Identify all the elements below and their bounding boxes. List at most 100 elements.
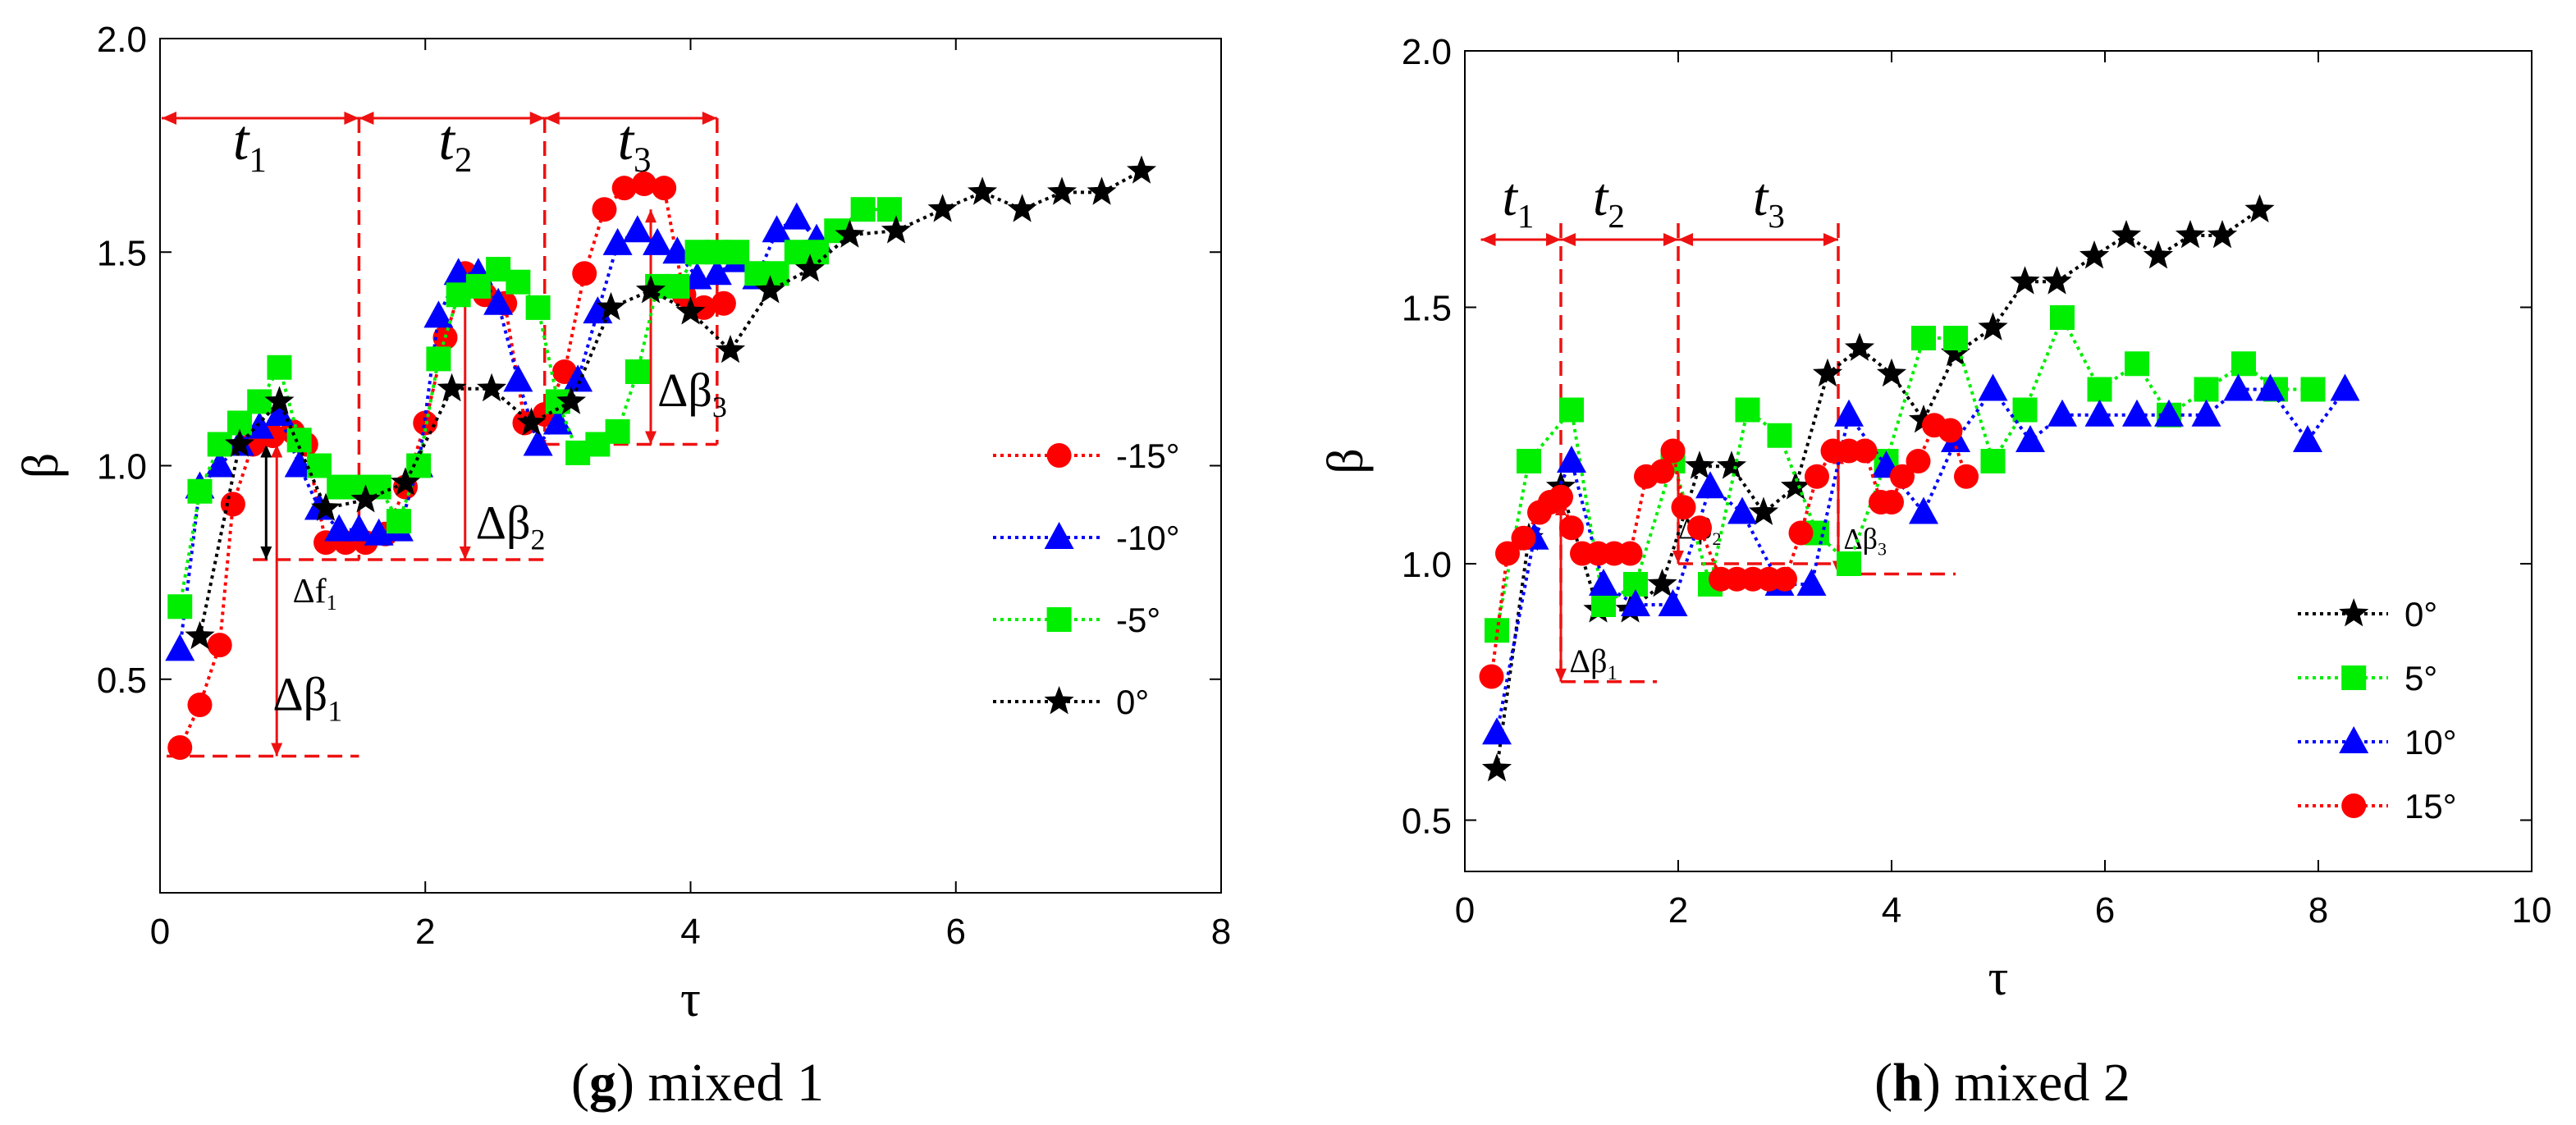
t2-label: t2 bbox=[1593, 167, 1625, 235]
series-line bbox=[198, 169, 1142, 638]
data-point bbox=[2207, 220, 2238, 249]
chart-mixed-2: 02468100.51.01.52.0τβt1t2t3Δβ1Δβ2Δβ30°5°… bbox=[1318, 32, 2551, 1006]
data-point bbox=[1482, 717, 1512, 745]
legend-marker bbox=[1044, 522, 1074, 549]
caption-h-letter: h bbox=[1892, 1053, 1923, 1113]
delta-beta-3-label: Δβ3 bbox=[657, 364, 727, 423]
arrow-head bbox=[359, 112, 374, 125]
data-point bbox=[927, 194, 958, 222]
data-point bbox=[187, 692, 213, 717]
data-point bbox=[1495, 541, 1520, 566]
data-point bbox=[503, 364, 533, 392]
data-point bbox=[1727, 496, 1757, 524]
data-point bbox=[2194, 377, 2219, 402]
data-point bbox=[1735, 397, 1760, 423]
series-4 bbox=[185, 155, 1157, 650]
data-point bbox=[1047, 176, 1078, 205]
legend: 0° 5° 10° 15° bbox=[2298, 595, 2457, 825]
y-axis-label: β bbox=[13, 453, 69, 479]
legend-marker bbox=[2339, 726, 2369, 753]
data-point bbox=[1938, 418, 1963, 443]
legend: -15° -10° -5° 0° bbox=[993, 437, 1180, 721]
data-point bbox=[968, 176, 998, 205]
data-point bbox=[2175, 220, 2206, 249]
data-point bbox=[556, 386, 587, 414]
data-point bbox=[635, 275, 666, 304]
legend-label: 10° bbox=[2404, 723, 2457, 761]
data-point bbox=[1517, 449, 1541, 473]
arrow-head bbox=[544, 112, 560, 125]
data-point bbox=[794, 254, 825, 282]
data-point bbox=[1684, 450, 1715, 479]
t3-label: t3 bbox=[1753, 167, 1785, 235]
data-point bbox=[426, 346, 451, 372]
data-point bbox=[542, 407, 573, 435]
y-tick-label: 1.5 bbox=[1402, 289, 1452, 329]
data-point bbox=[1621, 589, 1650, 616]
data-point bbox=[1980, 449, 2006, 473]
y-tick-label: 1.0 bbox=[97, 447, 147, 487]
data-point bbox=[711, 290, 736, 316]
y-axis-label: β bbox=[1318, 448, 1374, 474]
data-point bbox=[1549, 484, 1573, 510]
series-line bbox=[178, 181, 725, 748]
data-point bbox=[1909, 496, 1938, 524]
data-point bbox=[1589, 569, 1618, 596]
data-point bbox=[344, 514, 374, 542]
data-point bbox=[1660, 438, 1686, 464]
data-point bbox=[1617, 541, 1643, 566]
legend-marker bbox=[2341, 793, 2367, 818]
data-point bbox=[1087, 176, 1117, 205]
data-point bbox=[572, 261, 597, 286]
delta-beta-1-label: Δβ1 bbox=[1569, 643, 1617, 684]
data-point bbox=[1876, 358, 1907, 387]
x-tick-label: 0 bbox=[1455, 890, 1475, 931]
legend-marker bbox=[1046, 607, 1072, 632]
data-point bbox=[605, 418, 630, 444]
data-point bbox=[2223, 373, 2253, 401]
data-point bbox=[662, 236, 693, 264]
data-point bbox=[1748, 496, 1779, 525]
caption-h: (h) mixed 2 bbox=[1874, 1053, 2130, 1113]
arrow-head bbox=[645, 431, 657, 445]
plot-frame bbox=[1464, 50, 2533, 872]
data-point bbox=[324, 514, 355, 542]
x-axis-label: τ bbox=[1988, 950, 2009, 1006]
legend-label: 5° bbox=[2404, 659, 2437, 697]
data-point bbox=[665, 273, 690, 299]
data-point bbox=[602, 227, 633, 255]
data-point bbox=[725, 240, 750, 265]
data-point bbox=[1511, 525, 1536, 551]
y-tick-label: 0.5 bbox=[97, 661, 147, 701]
data-point bbox=[1911, 326, 1936, 350]
data-point bbox=[762, 215, 792, 243]
data-point bbox=[781, 202, 812, 230]
data-point bbox=[1479, 664, 1504, 689]
data-point bbox=[1943, 326, 1968, 350]
data-point bbox=[1559, 515, 1584, 541]
data-point bbox=[1852, 438, 1878, 464]
y-tick-label: 0.5 bbox=[1402, 802, 1452, 842]
arrow-head bbox=[1823, 233, 1838, 246]
data-point bbox=[675, 296, 706, 325]
data-point bbox=[1647, 569, 1677, 597]
data-point bbox=[2016, 425, 2045, 452]
data-point bbox=[643, 227, 673, 255]
t1-label: t1 bbox=[1503, 167, 1535, 235]
data-point bbox=[390, 467, 421, 496]
data-point bbox=[596, 291, 626, 321]
data-point bbox=[267, 354, 292, 380]
data-point bbox=[167, 594, 193, 620]
y-tick-label: 1.5 bbox=[97, 233, 147, 273]
x-tick-label: 8 bbox=[1211, 912, 1231, 952]
y-tick-label: 1.0 bbox=[1402, 545, 1452, 585]
legend-label: -10° bbox=[1116, 519, 1180, 557]
data-point bbox=[1007, 194, 1037, 222]
data-point bbox=[165, 633, 195, 661]
data-point bbox=[2244, 194, 2275, 223]
data-point bbox=[1837, 551, 1861, 576]
annotation-group: t1 t2 t3 Δβ1 Δβ2 Δβ3 Δf1 bbox=[162, 109, 727, 758]
data-point bbox=[1687, 515, 1712, 541]
arrow-head bbox=[702, 112, 717, 125]
x-tick-label: 4 bbox=[1882, 890, 1901, 931]
